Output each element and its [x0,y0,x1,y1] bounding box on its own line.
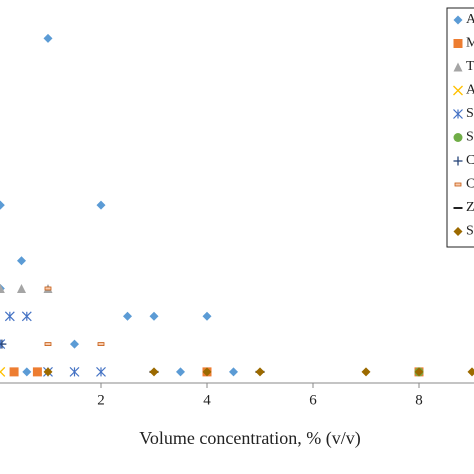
marker-part [22,367,32,377]
marker-part [467,367,474,377]
marker-part [176,367,185,377]
marker [453,85,463,96]
marker [17,256,26,266]
marker [453,62,463,72]
marker [32,367,42,377]
x-tick-label: 6 [309,392,317,408]
marker-part [454,182,462,187]
marker [453,156,463,166]
marker [467,367,474,377]
x-tick-label: 4 [203,392,211,408]
marker [361,367,371,377]
marker-part [44,286,52,291]
marker-part [202,367,212,377]
marker [123,311,132,321]
legend-label: C [466,153,474,168]
marker-part [97,342,105,346]
marker-part [202,311,212,321]
marker [454,182,462,187]
marker-part [43,33,53,43]
marker-part [123,311,132,321]
marker-part [96,200,106,210]
legend-label: A [466,83,474,98]
marker [176,367,185,377]
marker [453,39,463,48]
marker [255,367,265,377]
marker-part [229,367,238,377]
marker [453,227,463,236]
legend-label: C [466,177,474,192]
marker [453,15,463,25]
marker [149,311,159,321]
marker-part [0,283,5,293]
marker [44,286,52,291]
legend-label: T [466,59,474,74]
marker [17,283,26,293]
legend-label: Z [466,200,474,215]
marker [22,367,32,377]
marker-part [43,367,53,377]
legend-label: S [466,224,474,239]
marker [4,311,15,322]
marker-part [44,342,52,346]
legend-label: M [466,36,474,51]
marker [43,367,53,377]
legend-label: A [466,12,474,27]
marker [149,367,159,377]
marker-part [453,15,463,25]
marker [97,342,105,346]
marker-part [17,283,26,293]
marker [414,367,424,377]
legend-label: S [466,106,474,121]
marker [21,311,32,322]
marker [229,367,238,377]
marker-part [453,227,463,236]
marker [0,200,5,210]
marker [453,109,463,119]
marker [44,342,52,346]
marker-part [0,200,5,210]
marker-part [453,62,463,72]
marker [9,367,19,377]
marker [0,283,5,293]
marker-part [453,85,463,96]
marker [69,366,80,377]
x-tick-label: 2 [97,392,105,408]
marker [96,366,106,377]
marker [70,339,79,349]
marker-part [9,367,19,377]
marker-part [0,366,6,374]
marker-part [453,39,463,48]
marker-part [17,256,26,266]
marker-part [149,311,159,321]
marker [202,311,212,321]
marker-part [70,339,79,349]
marker-part [255,367,265,377]
marker [202,367,212,377]
marker [96,200,106,210]
legend-label: S [466,130,474,145]
marker-part [453,133,463,142]
marker [43,33,53,43]
marker [0,366,6,377]
x-tick-label: 8 [415,392,423,408]
marker [0,339,7,349]
marker-part [414,367,424,377]
x-axis-label: Volume concentration, % (v/v) [139,428,361,449]
marker-part [149,367,159,377]
marker [453,133,463,142]
marker-part [361,367,371,377]
marker-part [32,367,42,377]
